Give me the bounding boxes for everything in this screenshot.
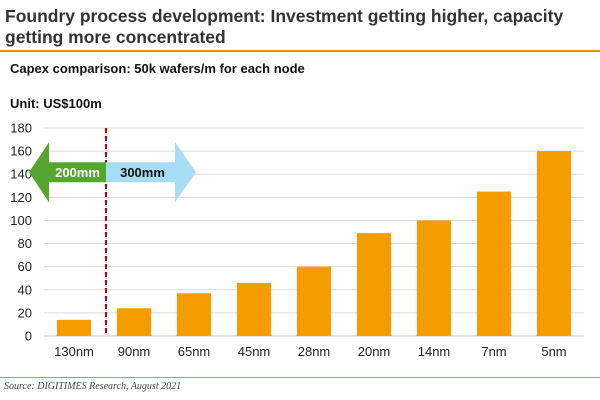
x-tick-label: 130nm bbox=[54, 344, 94, 359]
chart-unit-label: Unit: US$100m bbox=[10, 96, 102, 111]
bar-130nm bbox=[56, 319, 92, 336]
arrow-left-shape bbox=[29, 142, 106, 203]
y-tick-label: 160 bbox=[10, 144, 32, 159]
x-tick-label: 45nm bbox=[238, 344, 271, 359]
bar-20nm bbox=[356, 233, 392, 336]
x-tick-label: 5nm bbox=[541, 344, 566, 359]
y-tick-label: 100 bbox=[10, 213, 32, 228]
x-tick-label: 90nm bbox=[118, 344, 151, 359]
y-tick-label: 0 bbox=[25, 329, 32, 344]
x-tick-label: 20nm bbox=[358, 344, 391, 359]
bar-45nm bbox=[236, 282, 272, 336]
source-divider bbox=[0, 377, 600, 378]
bar-65nm bbox=[176, 293, 212, 336]
y-tick-label: 60 bbox=[18, 259, 32, 274]
y-tick-label: 20 bbox=[18, 305, 32, 320]
page-title: Foundry process development: Investment … bbox=[5, 6, 564, 47]
bar-5nm bbox=[536, 151, 572, 336]
y-tick-label: 40 bbox=[18, 282, 32, 297]
bar-14nm bbox=[416, 220, 452, 336]
bar-7nm bbox=[476, 191, 512, 336]
arrow-left-label: 200mm bbox=[55, 165, 100, 180]
x-tick-label: 28nm bbox=[298, 344, 331, 359]
arrow-right-label: 300mm bbox=[120, 165, 165, 180]
source-note: Source: DIGITIMES Research, August 2021 bbox=[4, 381, 182, 392]
y-tick-label: 140 bbox=[10, 167, 32, 182]
arrow-right-shape bbox=[106, 142, 196, 203]
x-tick-label: 7nm bbox=[481, 344, 506, 359]
x-tick-label: 14nm bbox=[418, 344, 451, 359]
x-tick-label: 65nm bbox=[178, 344, 211, 359]
y-tick-label: 180 bbox=[10, 121, 32, 136]
y-tick-label: 80 bbox=[18, 236, 32, 251]
bar-28nm bbox=[296, 266, 332, 336]
y-tick-label: 120 bbox=[10, 190, 32, 205]
chart-title: Capex comparison: 50k wafers/m for each … bbox=[10, 61, 305, 76]
title-divider bbox=[0, 50, 600, 52]
bar-90nm bbox=[116, 308, 152, 336]
